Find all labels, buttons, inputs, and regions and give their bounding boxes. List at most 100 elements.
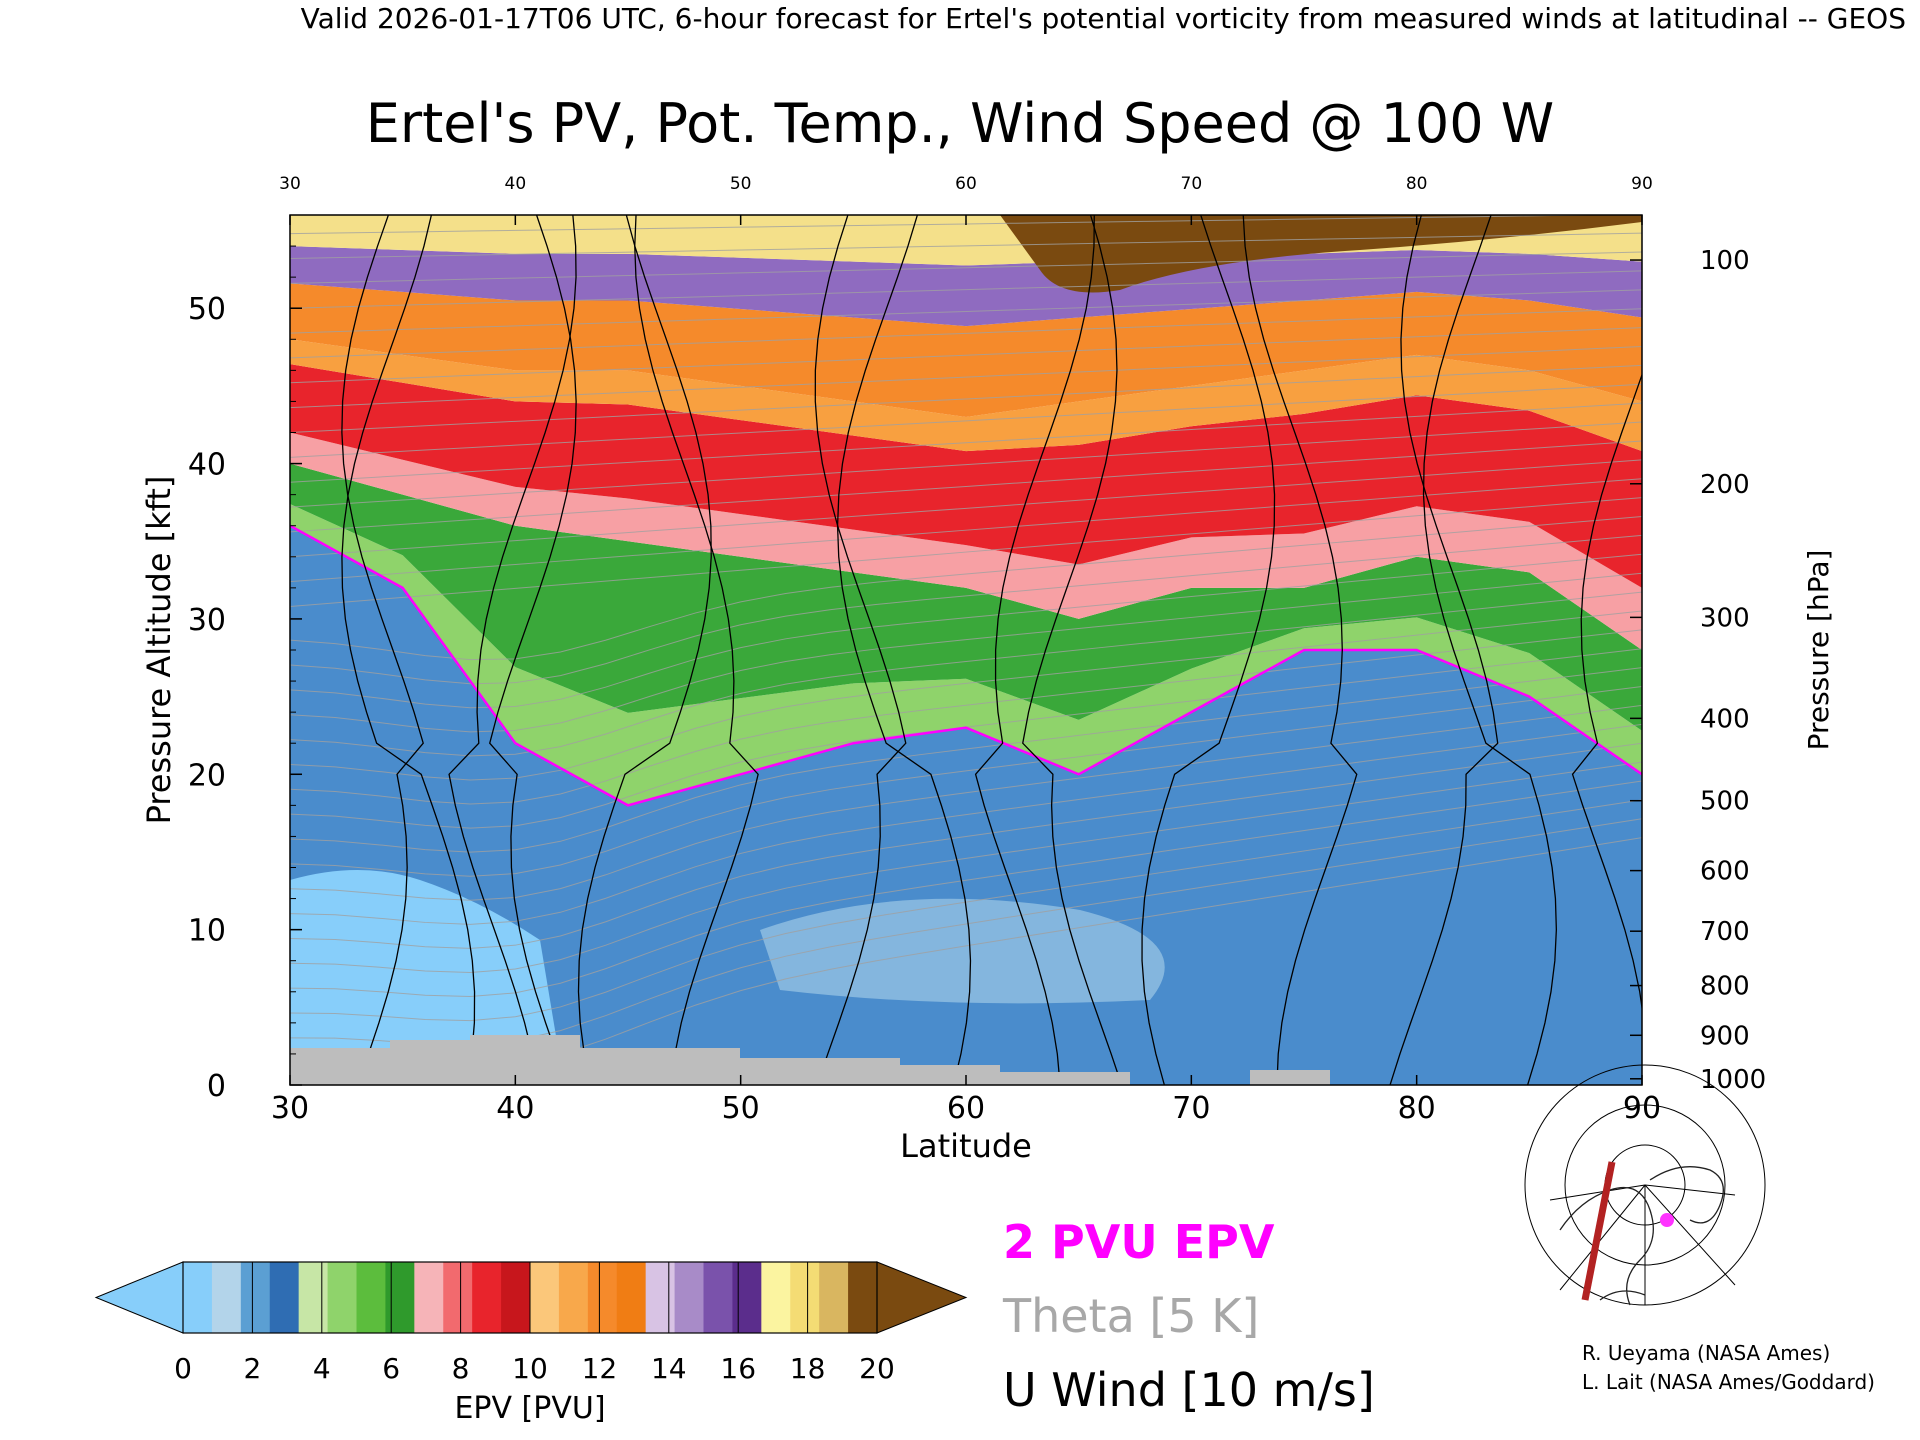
colorbar-tick-label: 12 bbox=[582, 1352, 618, 1385]
u-wind-contour bbox=[448, 215, 577, 1085]
x-tick-label: 80 bbox=[1398, 1091, 1436, 1126]
colorbar-tick-label: 10 bbox=[512, 1352, 548, 1385]
epv-2pvu-contour bbox=[290, 524, 1642, 807]
theta-contour bbox=[290, 761, 1642, 973]
colorbar-segment bbox=[472, 1262, 502, 1333]
x-top-tick-label: 60 bbox=[955, 174, 977, 194]
pressure-tick-label: 900 bbox=[1700, 1021, 1750, 1051]
theta-contour bbox=[290, 289, 1642, 334]
colorbar-ticks: 0 2 4 6 8 10 12 14 16 18 20 bbox=[174, 1262, 895, 1385]
theta-contour bbox=[290, 402, 1642, 483]
theta-contour bbox=[290, 383, 1642, 458]
legend-epv: 2 PVU EPV bbox=[1003, 1215, 1275, 1269]
u-wind-contour bbox=[1141, 215, 1276, 1085]
u-wind-contour bbox=[1571, 372, 1642, 1013]
theta-contour bbox=[290, 553, 1642, 709]
colorbar-tick-label: 6 bbox=[382, 1352, 400, 1385]
credit-lait: L. Lait (NASA Ames/Goddard) bbox=[1582, 1370, 1875, 1394]
theta-contour bbox=[290, 251, 1642, 284]
y-tick-label: 10 bbox=[188, 914, 226, 949]
colorbar-segment bbox=[848, 1262, 878, 1333]
u-wind-contour bbox=[1022, 215, 1123, 1085]
x-axis-label: Latitude bbox=[900, 1127, 1032, 1165]
colorbar-segment bbox=[269, 1262, 300, 1333]
epv-field bbox=[290, 215, 1642, 1085]
theta-contour bbox=[290, 723, 1642, 925]
colorbar-segment bbox=[761, 1262, 791, 1333]
cross-section-line bbox=[1581, 1161, 1616, 1301]
x-tick-label: 40 bbox=[496, 1091, 534, 1126]
theta-contour bbox=[290, 497, 1642, 607]
colorbar-segment bbox=[790, 1262, 820, 1333]
colorbar-segment bbox=[501, 1262, 531, 1333]
theta-contour bbox=[290, 421, 1642, 508]
orange-upper-band bbox=[290, 283, 1642, 417]
y-axis-left: 0 10 20 30 40 50 bbox=[188, 214, 302, 1104]
pressure-tick-label: 200 bbox=[1700, 470, 1750, 500]
colorbar-segment bbox=[211, 1262, 242, 1333]
u-wind-contour bbox=[1242, 215, 1358, 1085]
theta-contour bbox=[290, 572, 1642, 733]
colorbar-segment bbox=[674, 1262, 705, 1333]
theta-contour bbox=[290, 610, 1642, 781]
y-axis-label: Pressure Altitude [kft] bbox=[140, 476, 178, 825]
legend-wind: U Wind [10 m/s] bbox=[1003, 1363, 1375, 1417]
colorbar-tick-label: 8 bbox=[452, 1352, 470, 1385]
u-wind-contour bbox=[341, 215, 424, 1085]
theta-contour bbox=[290, 308, 1642, 359]
u-wind-contour bbox=[1422, 215, 1558, 1085]
colorbar-tick-label: 18 bbox=[790, 1352, 826, 1385]
pressure-tick-label: 1000 bbox=[1700, 1065, 1766, 1095]
pink-pv-band bbox=[290, 432, 1642, 650]
colorbar-tick-label: 16 bbox=[720, 1352, 756, 1385]
theta-contour bbox=[290, 667, 1642, 853]
colorbar-tick-label: 0 bbox=[174, 1352, 192, 1385]
pressure-tick-label: 600 bbox=[1700, 857, 1750, 887]
valid-time-header: Valid 2026-01-17T06 UTC, 6-hour forecast… bbox=[301, 2, 1906, 35]
x-top-tick-label: 70 bbox=[1181, 174, 1203, 194]
colorbar-under-arrow bbox=[94, 1261, 184, 1334]
colorbar-label: EPV [PVU] bbox=[454, 1391, 605, 1426]
theta-contour bbox=[290, 270, 1642, 309]
epv-colorbar bbox=[94, 1261, 968, 1334]
y-tick-label: 0 bbox=[207, 1069, 226, 1104]
theta-contour bbox=[290, 742, 1642, 949]
y-tick-label: 50 bbox=[188, 292, 226, 327]
theta-contour bbox=[290, 591, 1642, 757]
high-pv-cap bbox=[1000, 215, 1642, 293]
u-wind-contour bbox=[974, 215, 1095, 1085]
x-tick-label: 70 bbox=[1172, 1091, 1210, 1126]
x-tick-label: 50 bbox=[722, 1091, 760, 1126]
theta-contour bbox=[290, 345, 1642, 409]
x-tick-label: 90 bbox=[1623, 1091, 1661, 1126]
colorbar-tick-label: 4 bbox=[313, 1352, 331, 1385]
low-pv-band bbox=[290, 503, 1642, 806]
theta-contour bbox=[290, 459, 1642, 558]
y-tick-label: 40 bbox=[188, 448, 226, 483]
credit-ueyama: R. Ueyama (NASA Ames) bbox=[1582, 1341, 1830, 1365]
colorbar-segment bbox=[819, 1262, 849, 1333]
x-axis-top: 30 40 50 60 70 80 90 bbox=[279, 174, 1653, 225]
terrain-2 bbox=[1250, 1070, 1330, 1085]
colorbar-segment bbox=[645, 1262, 676, 1333]
theta-contour bbox=[290, 534, 1642, 685]
colorbar-segment bbox=[183, 1262, 213, 1333]
theta-contour bbox=[290, 232, 1642, 259]
pressure-tick-label: 100 bbox=[1700, 246, 1750, 276]
colorbar-segment bbox=[703, 1262, 734, 1333]
x-top-tick-label: 50 bbox=[730, 174, 752, 194]
low-pv-pocket bbox=[290, 870, 560, 1060]
legend-theta: Theta [5 K] bbox=[1002, 1289, 1259, 1343]
pressure-tick-label: 400 bbox=[1700, 704, 1750, 734]
x-axis-bottom: 30 40 50 60 70 80 90 bbox=[271, 1075, 1661, 1126]
pressure-tick-label: 800 bbox=[1700, 972, 1750, 1002]
colorbar-over-arrow bbox=[876, 1261, 968, 1334]
terrain bbox=[290, 1035, 1130, 1085]
low-pv-pocket-2 bbox=[760, 898, 1165, 1004]
theta-contour bbox=[290, 704, 1642, 901]
colorbar-segment bbox=[385, 1262, 415, 1333]
u-wind-contour bbox=[814, 215, 907, 1085]
purple-pv-band bbox=[290, 246, 1642, 327]
colorbar-segment bbox=[414, 1262, 444, 1333]
